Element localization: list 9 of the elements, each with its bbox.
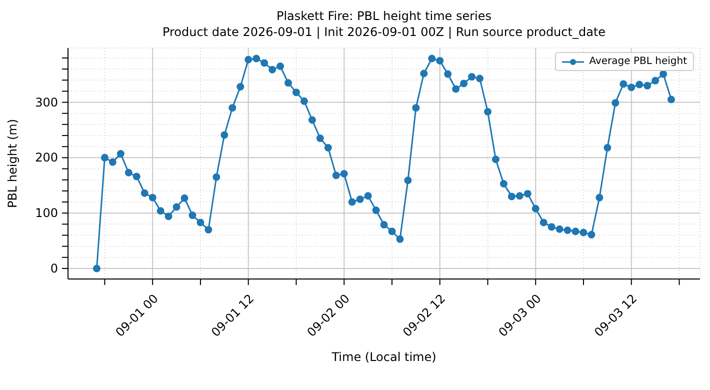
x-axis-title: Time (Local time) [330,350,436,364]
chart-subtitle: Product date 2026-09-01 | Init 2026-09-01 00Z | Run source product_date [161,24,607,40]
y-tick-label: 300 [35,95,58,110]
y-tick-label: 0 [50,261,58,276]
chart-title: Plaskett Fire: PBL height time series [275,8,493,24]
y-tick-label: 100 [35,206,58,220]
legend-label: Average PBL height [589,56,687,67]
y-axis-title: PBL height (m) [5,118,20,208]
y-tick-label: 200 [35,150,58,165]
